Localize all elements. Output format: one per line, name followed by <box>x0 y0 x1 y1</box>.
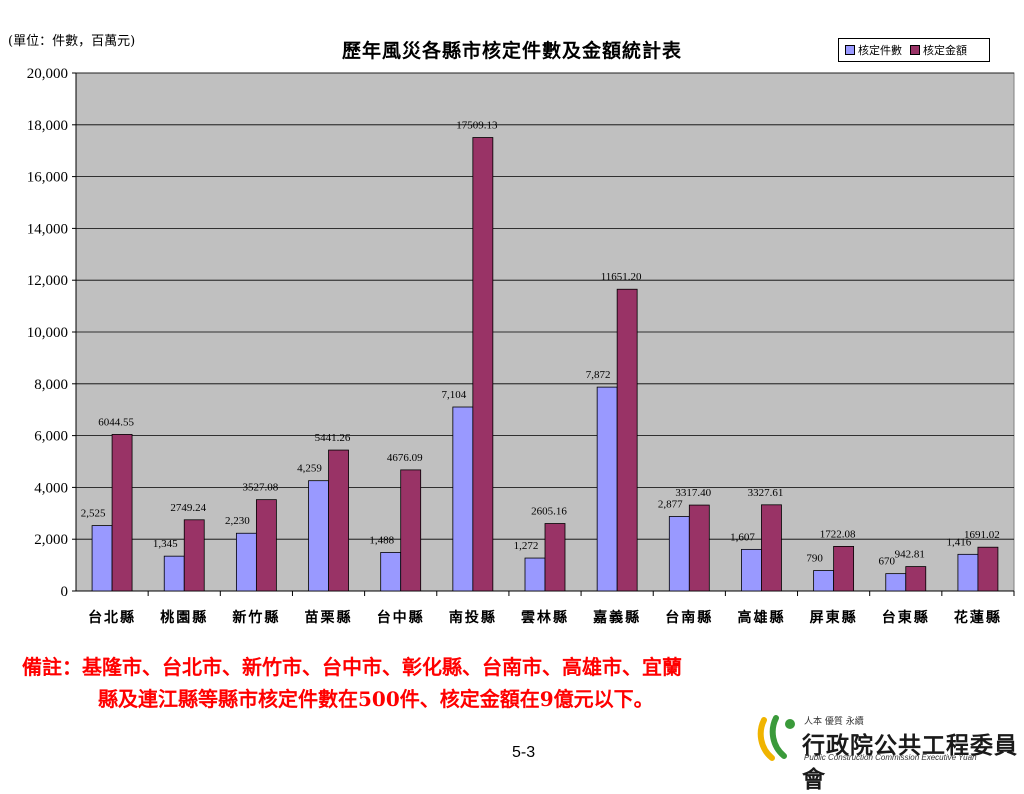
bar-count <box>741 548 762 592</box>
data-label-count: 4,259 <box>297 463 322 475</box>
bar-count <box>91 525 113 592</box>
x-tick-label: 苗栗縣 <box>305 609 353 626</box>
data-label-count: 1,488 <box>369 534 394 546</box>
data-label-amount: 3317.40 <box>675 487 711 499</box>
y-tick-label: 6,000 <box>34 429 68 445</box>
data-label-amount: 1722.08 <box>820 528 856 540</box>
agency-logo: 人本 優質 永續 行政院公共工程委員會 Public Construction … <box>756 710 1018 793</box>
data-label-amount: 942.81 <box>895 549 925 561</box>
bar-amount <box>833 545 855 592</box>
bar-amount <box>616 288 638 592</box>
bar-count <box>308 480 329 592</box>
data-label-count: 790 <box>806 553 823 565</box>
data-label-amount: 4676.09 <box>387 452 423 464</box>
page-number: 5-3 <box>512 744 536 761</box>
y-tick-label: 14,000 <box>27 221 68 237</box>
data-label-amount: 17509.13 <box>456 120 498 132</box>
bar-count <box>452 406 474 592</box>
data-label-amount: 6044.55 <box>98 416 134 428</box>
y-tick-label: 18,000 <box>27 118 68 134</box>
footnote-line-1: 備註：基隆市、台北市、新竹市、台中市、彰化縣、台南市、高雄市、宜蘭 <box>22 655 682 679</box>
x-tick-label: 新竹縣 <box>232 609 280 626</box>
x-tick-label: 桃園縣 <box>160 609 208 626</box>
data-label-amount: 5441.26 <box>315 432 351 444</box>
data-label-count: 2,877 <box>658 498 683 510</box>
bar-amount <box>111 434 133 592</box>
y-tick-label: 0 <box>61 584 69 600</box>
chart-legend: 核定件數 核定金額 <box>838 38 990 62</box>
bar-amount <box>905 566 927 592</box>
data-label-count: 7,104 <box>441 389 466 401</box>
bar-count <box>235 532 257 592</box>
x-tick-label: 台中縣 <box>377 609 425 626</box>
x-tick-label: 南投縣 <box>449 609 497 626</box>
y-tick-label: 20,000 <box>27 66 68 82</box>
legend-label-count: 核定件數 <box>858 44 902 57</box>
x-tick-label: 台東縣 <box>882 609 930 626</box>
x-tick-label: 花蓮縣 <box>954 609 1002 626</box>
bar-count <box>957 553 979 592</box>
bar-amount <box>761 504 782 592</box>
data-label-amount: 3527.08 <box>243 482 279 494</box>
data-label-count: 1,607 <box>730 531 755 543</box>
data-label-count: 1,416 <box>947 536 972 548</box>
footnote-line-2: 縣及連江縣等縣市核定件數在500件、核定金額在9億元以下。 <box>98 687 654 711</box>
bar-amount <box>544 523 566 592</box>
bar-count <box>163 555 185 592</box>
x-tick-label: 台北縣 <box>88 609 136 626</box>
data-label-count: 7,872 <box>586 369 611 381</box>
chart-title: 歷年風災各縣市核定件數及金額統計表 <box>341 40 682 62</box>
data-label-amount: 1691.02 <box>964 529 1000 541</box>
x-tick-label: 屏東縣 <box>810 609 858 626</box>
footnote: 備註：基隆市、台北市、新竹市、台中市、彰化縣、台南市、高雄市、宜蘭 縣及連江縣等… <box>22 651 682 715</box>
bar-amount <box>328 449 349 592</box>
logo-english: Public Construction Commission Executive… <box>804 753 977 762</box>
legend-swatch-amount <box>910 45 920 55</box>
data-label-count: 1,345 <box>153 538 178 550</box>
data-label-amount: 2605.16 <box>531 506 567 518</box>
bar-count <box>380 552 402 592</box>
bar-amount <box>688 504 710 592</box>
data-label-count: 1,272 <box>514 540 539 552</box>
logo-slogan: 人本 優質 永續 <box>804 717 864 727</box>
bar-count <box>668 516 690 592</box>
bar-amount <box>977 546 999 592</box>
bar-chart: 0 2,000 4,000 6,000 8,000 10,000 12,000 14,000 1… <box>27 66 1015 626</box>
bar-amount <box>183 519 205 592</box>
y-tick-label: 10,000 <box>27 325 68 341</box>
unit-label: (單位：件數，百萬元) <box>8 34 136 49</box>
data-label-amount: 11651.20 <box>601 271 642 283</box>
legend-item-amount: 核定金額 <box>910 42 967 58</box>
legend-swatch-count <box>845 45 855 55</box>
bar-amount <box>472 137 494 592</box>
legend-item-count: 核定件數 <box>845 42 902 58</box>
data-label-count: 2,230 <box>225 515 250 527</box>
data-label-amount: 2749.24 <box>170 502 206 514</box>
y-tick-label: 2,000 <box>34 532 68 548</box>
data-label-amount: 3327.61 <box>748 487 784 499</box>
y-tick-label: 12,000 <box>27 273 68 289</box>
bar-count <box>596 386 618 592</box>
y-tick-label: 8,000 <box>34 377 68 393</box>
bar-count <box>885 573 907 592</box>
x-tick-label: 嘉義縣 <box>592 609 641 626</box>
bar-amount <box>400 469 422 592</box>
data-label-count: 2,525 <box>81 508 106 520</box>
x-tick-label: 高雄縣 <box>737 609 785 626</box>
legend-label-amount: 核定金額 <box>923 44 967 57</box>
y-tick-label: 16,000 <box>27 170 68 186</box>
logo-mark-icon <box>757 715 795 761</box>
x-tick-label: 雲林縣 <box>521 609 569 626</box>
data-label-count: 670 <box>879 556 896 568</box>
bar-count <box>524 557 546 592</box>
bar-count <box>813 570 835 592</box>
bar-amount <box>255 499 277 592</box>
y-tick-label: 4,000 <box>34 480 68 496</box>
x-tick-label: 台南縣 <box>665 609 713 626</box>
